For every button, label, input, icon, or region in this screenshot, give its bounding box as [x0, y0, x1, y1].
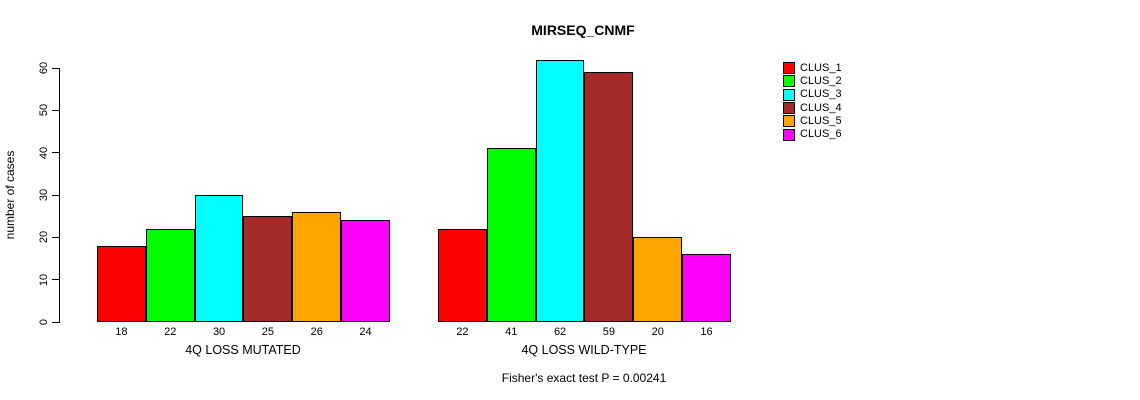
y-tick-mark	[52, 67, 60, 69]
legend-label: CLUS_4	[800, 101, 842, 114]
bar-clus_2-group2	[486, 148, 536, 322]
group-label-mutated: 4Q LOSS MUTATED	[185, 343, 301, 357]
bar-clus_1-group1	[97, 245, 146, 322]
bar-clus_2-group1	[145, 228, 195, 322]
y-tick-mark	[52, 152, 60, 154]
y-tick-mark	[52, 321, 60, 323]
legend-item-clus_1: CLUS_1	[783, 61, 842, 75]
bar-value-label: 16	[700, 326, 713, 338]
legend-swatch-icon	[783, 115, 795, 128]
bar-clus_3-group1	[194, 195, 244, 322]
legend-swatch-icon	[783, 62, 795, 74]
legend-item-clus_3: CLUS_3	[783, 88, 842, 102]
bar-value-label: 62	[553, 326, 567, 338]
y-tick-label: 60	[38, 61, 50, 75]
bar-clus_5-group1	[292, 211, 342, 322]
y-tick-label: 30	[38, 188, 50, 202]
bar-value-label: 18	[115, 326, 128, 338]
bar-clus_6-group2	[682, 254, 731, 322]
bar-clus_1-group2	[438, 228, 487, 322]
y-tick-mark	[52, 109, 60, 111]
y-tick-mark	[52, 279, 60, 281]
bar-value-label: 59	[602, 326, 616, 338]
y-axis-label: number of cases	[3, 150, 17, 240]
bar-value-label: 20	[651, 326, 664, 338]
legend-swatch-icon	[783, 128, 795, 141]
bar-value-label: 41	[505, 326, 518, 338]
legend-label: CLUS_3	[800, 88, 842, 101]
legend-item-clus_5: CLUS_5	[783, 114, 842, 128]
legend-label: CLUS_5	[800, 114, 842, 127]
y-tick-mark	[52, 236, 60, 238]
legend-label: CLUS_1	[800, 61, 842, 74]
y-axis-line	[59, 68, 60, 323]
bar-value-label: 24	[359, 326, 372, 338]
chart-title: MIRSEQ_CNMF	[531, 22, 635, 38]
legend-label: CLUS_6	[800, 128, 842, 141]
bar-clus_4-group2	[584, 72, 634, 322]
fisher-test-annotation: Fisher's exact test P = 0.00241	[501, 371, 667, 385]
y-tick-mark	[52, 194, 60, 196]
bar-clus_3-group2	[535, 59, 585, 322]
y-tick-label: 10	[38, 273, 50, 286]
bar-value-label: 25	[261, 326, 275, 338]
y-tick-label: 50	[38, 104, 50, 117]
legend-swatch-icon	[783, 102, 795, 115]
legend-item-clus_4: CLUS_4	[783, 101, 842, 115]
bar-value-label: 26	[310, 326, 323, 338]
bar-clus_4-group1	[243, 216, 293, 322]
bar-clus_6-group1	[341, 220, 390, 322]
bar-clus_5-group2	[633, 237, 683, 322]
bar-value-label: 22	[164, 326, 177, 338]
y-tick-label: 0	[38, 318, 50, 326]
y-tick-label: 40	[38, 146, 50, 159]
group-label-wild-type: 4Q LOSS WILD-TYPE	[521, 343, 647, 357]
bar-value-label: 22	[456, 326, 469, 338]
legend-item-clus_2: CLUS_2	[783, 74, 842, 88]
legend-swatch-icon	[783, 75, 795, 88]
bar-value-label: 30	[212, 326, 226, 338]
legend-swatch-icon	[783, 88, 795, 101]
legend-label: CLUS_2	[800, 74, 842, 87]
y-tick-label: 20	[38, 231, 50, 244]
legend-item-clus_6: CLUS_6	[783, 128, 842, 142]
